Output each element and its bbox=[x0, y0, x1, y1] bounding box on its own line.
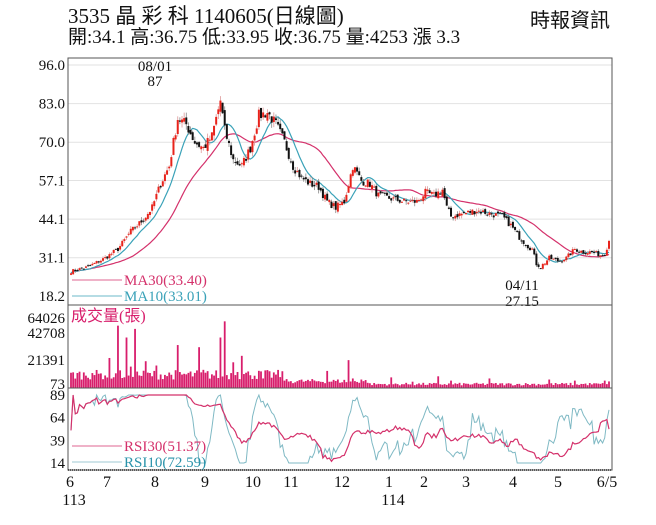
svg-text:08/01: 08/01 bbox=[138, 59, 172, 75]
brand-label: 時報資訊 bbox=[530, 10, 610, 32]
svg-text:04/11: 04/11 bbox=[505, 278, 539, 294]
chart-frame bbox=[67, 57, 613, 471]
svg-text:39: 39 bbox=[50, 433, 65, 449]
svg-text:6/5: 6/5 bbox=[597, 474, 617, 491]
svg-text:9: 9 bbox=[201, 474, 209, 491]
svg-text:1: 1 bbox=[385, 474, 393, 491]
svg-text:27.15: 27.15 bbox=[505, 294, 539, 310]
svg-text:RSI30(51.37): RSI30(51.37) bbox=[124, 439, 206, 455]
svg-text:57.1: 57.1 bbox=[39, 174, 65, 190]
svg-text:12: 12 bbox=[334, 474, 350, 491]
ohlc-summary: 開:34.1 高:36.75 低:33.95 收:36.75 量:4253 漲 … bbox=[68, 27, 461, 48]
moving-averages bbox=[70, 116, 610, 274]
svg-text:70.0: 70.0 bbox=[39, 135, 65, 151]
svg-text:42708: 42708 bbox=[28, 326, 66, 342]
svg-text:8: 8 bbox=[151, 474, 159, 491]
svg-text:96.0: 96.0 bbox=[39, 58, 65, 74]
chart-title: 3535 晶 彩 科 1140605(日線圖) bbox=[68, 4, 344, 28]
svg-text:21391: 21391 bbox=[28, 353, 66, 369]
svg-text:18.2: 18.2 bbox=[39, 289, 65, 305]
svg-text:31.1: 31.1 bbox=[39, 251, 65, 267]
svg-text:5: 5 bbox=[554, 474, 562, 491]
svg-text:114: 114 bbox=[381, 492, 404, 509]
rsi-axis: 89 64 39 14 bbox=[50, 388, 66, 472]
svg-text:6: 6 bbox=[66, 474, 74, 491]
svg-text:64: 64 bbox=[50, 411, 66, 427]
svg-text:11: 11 bbox=[283, 474, 298, 491]
svg-text:44.1: 44.1 bbox=[39, 212, 65, 228]
svg-text:4: 4 bbox=[509, 474, 517, 491]
price-grid bbox=[68, 64, 612, 259]
svg-text:RSI10(72.59): RSI10(72.59) bbox=[124, 455, 206, 471]
svg-text:73: 73 bbox=[50, 377, 65, 393]
volume-bars bbox=[70, 321, 610, 388]
rsi-lines bbox=[70, 393, 610, 464]
svg-text:7: 7 bbox=[103, 474, 111, 491]
candlesticks bbox=[70, 96, 610, 276]
svg-text:83.0: 83.0 bbox=[39, 97, 65, 113]
svg-text:MA30(33.40): MA30(33.40) bbox=[124, 273, 207, 289]
svg-text:113: 113 bbox=[62, 492, 85, 509]
svg-text:成交量(張): 成交量(張) bbox=[71, 307, 146, 325]
svg-text:2: 2 bbox=[420, 474, 428, 491]
legends: MA30(33.40)MA10(33.01) RSI30(51.37)RSI10(… bbox=[72, 273, 207, 471]
svg-text:89: 89 bbox=[50, 388, 65, 404]
svg-text:64026: 64026 bbox=[28, 311, 66, 327]
price-axis: 96.0 83.0 70.0 57.1 44.1 31.1 18.2 bbox=[39, 58, 65, 305]
svg-text:3: 3 bbox=[462, 474, 470, 491]
svg-text:10: 10 bbox=[245, 474, 261, 491]
svg-text:MA10(33.01): MA10(33.01) bbox=[124, 289, 207, 305]
svg-text:14: 14 bbox=[50, 456, 66, 472]
svg-text:87: 87 bbox=[148, 74, 164, 90]
